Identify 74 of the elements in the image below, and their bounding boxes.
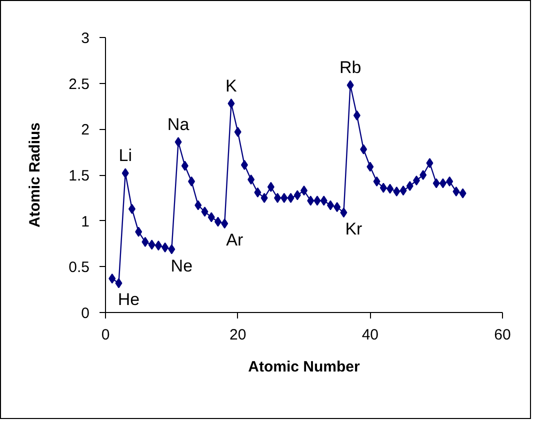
annotation: Ne (170, 256, 193, 276)
point (174, 137, 182, 147)
point (254, 187, 262, 198)
point (142, 236, 149, 247)
y-axis-title: Atomic Radius (26, 122, 44, 228)
point (439, 178, 446, 188)
y-tick-label: 1 (81, 213, 90, 230)
point (274, 192, 282, 203)
point (108, 274, 116, 284)
point (386, 184, 394, 194)
point (340, 208, 348, 218)
x-tick-label: 60 (494, 326, 511, 344)
y-tick-label: 0.5 (68, 259, 90, 276)
point (314, 196, 321, 206)
point (380, 182, 387, 193)
point (188, 176, 196, 186)
x-tick-label: 20 (229, 326, 246, 344)
point (267, 182, 274, 192)
point (214, 216, 222, 227)
point (128, 204, 136, 214)
point (122, 168, 129, 178)
point (248, 174, 255, 185)
point (326, 200, 334, 210)
point (135, 226, 142, 237)
point (366, 162, 374, 172)
y-tick-label: 2.5 (68, 76, 90, 93)
point (294, 190, 301, 200)
point (260, 192, 268, 203)
point (400, 186, 407, 196)
point (115, 278, 122, 288)
point (280, 192, 288, 203)
point (201, 206, 208, 217)
point (426, 158, 434, 168)
point (221, 218, 228, 229)
y-tick-label: 1.5 (68, 168, 90, 184)
annotation: Li (118, 146, 132, 166)
point (234, 126, 242, 137)
point (346, 80, 354, 90)
point (228, 98, 235, 108)
point (307, 196, 314, 206)
point (420, 170, 427, 180)
annotation: K (226, 76, 238, 96)
point (353, 110, 360, 120)
point (334, 202, 341, 212)
point (412, 176, 420, 186)
point (240, 160, 248, 170)
y-tick-label: 2 (81, 122, 90, 139)
y-tick-label: 0 (81, 305, 90, 322)
x-tick-label: 40 (362, 326, 379, 344)
point (446, 176, 454, 186)
x-axis-title: Atomic Number (248, 358, 360, 376)
point (459, 188, 466, 198)
y-tick-label: 3 (81, 30, 90, 47)
point (360, 144, 368, 154)
point (452, 186, 460, 196)
x-tick-label: 0 (101, 326, 110, 344)
annotation: Rb (339, 58, 362, 78)
point (393, 186, 400, 196)
annotation: Ar (226, 230, 244, 250)
point (208, 212, 215, 222)
point (162, 242, 169, 252)
annotation: He (118, 290, 140, 310)
point (154, 240, 162, 251)
point (406, 181, 414, 191)
annotation: Kr (345, 220, 363, 239)
point (287, 192, 294, 203)
annotation: Na (167, 115, 190, 134)
point (194, 200, 202, 210)
point (373, 176, 380, 186)
point (320, 196, 328, 206)
point (148, 240, 156, 250)
point (432, 178, 440, 188)
point (168, 244, 176, 254)
point (181, 160, 188, 171)
